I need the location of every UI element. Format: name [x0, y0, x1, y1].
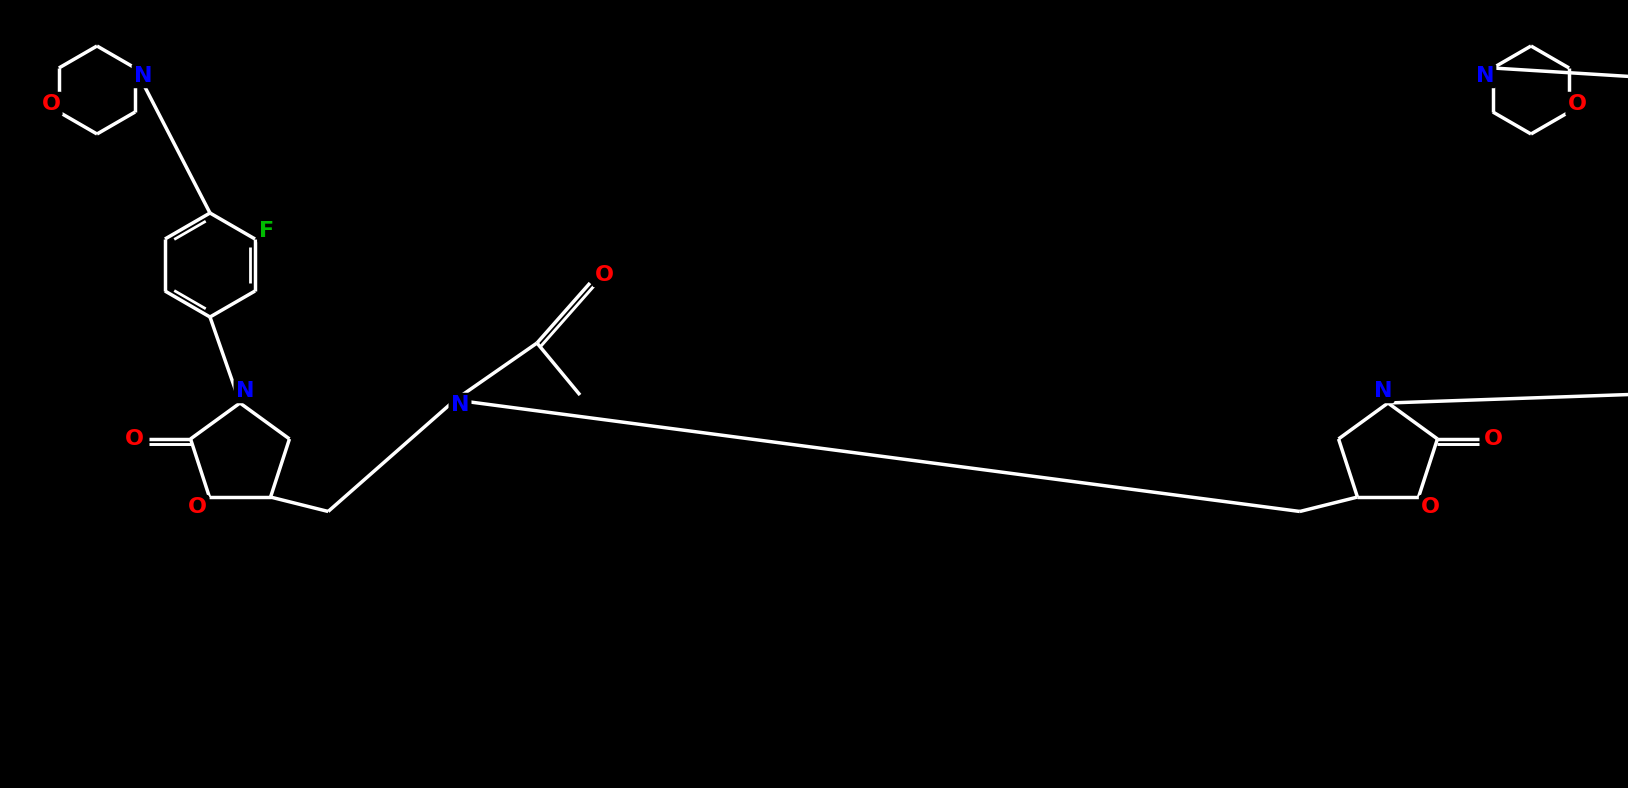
Text: O: O [1485, 429, 1503, 449]
Text: O: O [1568, 94, 1587, 114]
Text: O: O [125, 429, 143, 449]
Text: O: O [1421, 497, 1441, 517]
Text: N: N [1374, 381, 1392, 401]
Text: O: O [187, 497, 207, 517]
Text: N: N [133, 66, 153, 86]
Text: N: N [236, 381, 254, 401]
Text: F: F [259, 221, 275, 241]
Text: N: N [451, 395, 469, 415]
Text: N: N [1475, 66, 1495, 86]
Text: O: O [594, 265, 614, 285]
Text: O: O [41, 94, 60, 114]
